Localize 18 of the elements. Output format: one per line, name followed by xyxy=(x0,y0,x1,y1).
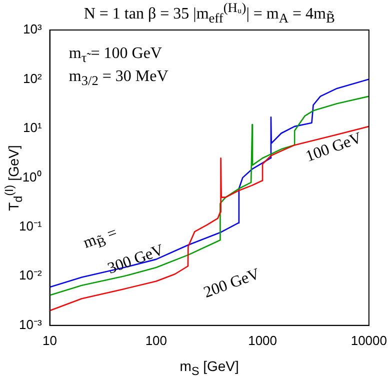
annotation: 300 GeV xyxy=(106,242,166,279)
chart-title: N = 1 tan β = 35 |m$_{eff}$$^{(Hᵤ)}$| = m$_{A}$ = 4m$_{B̃}$ xyxy=(84,0,335,27)
x-tick-label: 1000 xyxy=(248,332,278,348)
annotation: m$_{τ̃}$ = 100 GeV xyxy=(68,44,162,66)
x-tick-label: 100 xyxy=(145,332,168,348)
annotation: m$_{3/2}$ = 30 MeV xyxy=(68,68,168,90)
y-tick-label: 10³ xyxy=(22,22,42,37)
y-tick-label: 10⁻³ xyxy=(18,316,42,332)
y-tick-label: 10⁻¹ xyxy=(18,218,42,234)
x-tick-label: 10000 xyxy=(350,332,388,348)
y-tick-label: 10² xyxy=(22,70,42,86)
annotation: 200 GeV xyxy=(201,266,262,302)
y-tick-label: 10⁰ xyxy=(22,169,42,184)
y-tick-label: 10⁻² xyxy=(18,268,42,283)
annotation: 100 GeV xyxy=(303,130,364,167)
x-axis-title: m$_{S}$ [GeV] xyxy=(180,358,239,378)
y-tick-label: 10¹ xyxy=(22,120,42,136)
x-tick-label: 10 xyxy=(42,332,58,348)
